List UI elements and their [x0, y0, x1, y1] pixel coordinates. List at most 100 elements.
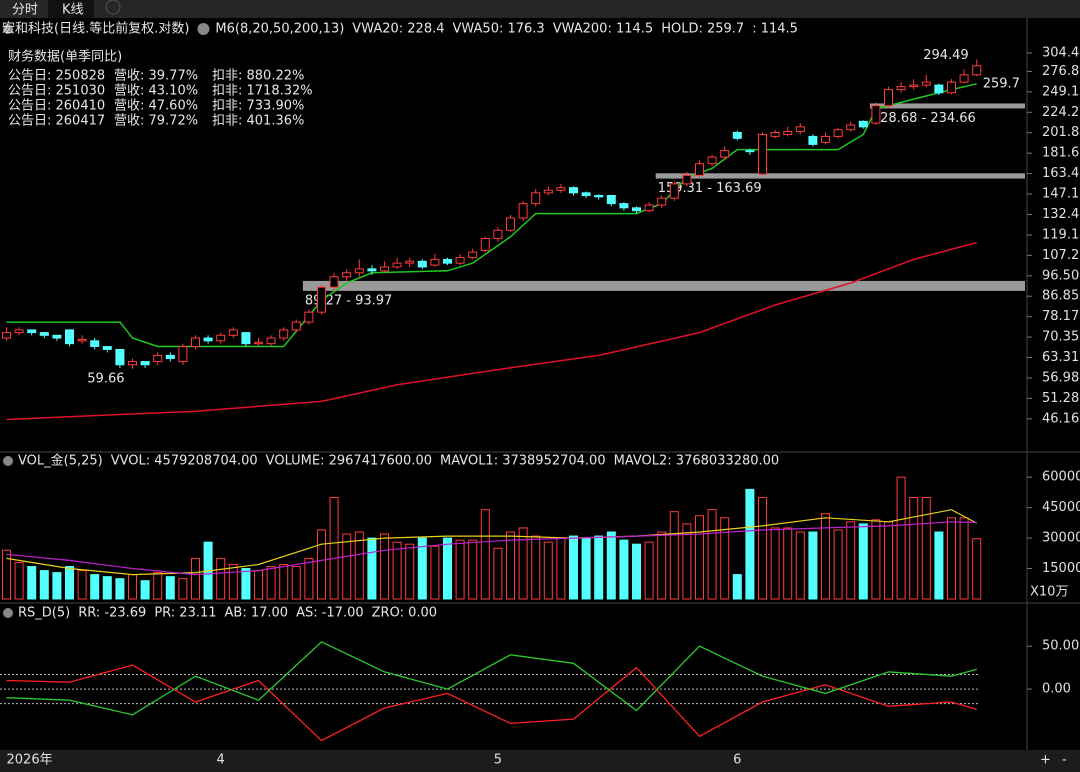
- volume-bar: [934, 531, 944, 600]
- volume-bar: [543, 541, 553, 600]
- y-tick-label: 181.6: [1042, 146, 1079, 161]
- candle-body: [216, 334, 226, 342]
- volume-bar: [972, 538, 982, 600]
- zoom-in[interactable]: +: [1040, 753, 1051, 768]
- volume-bar: [2, 549, 11, 600]
- candle-body: [644, 204, 654, 212]
- candle-body: [657, 197, 667, 206]
- candle-body: [833, 129, 843, 137]
- zoom-out[interactable]: -: [1062, 753, 1067, 768]
- candle-body: [115, 348, 125, 366]
- candle-body: [518, 203, 528, 219]
- candle-body: [632, 207, 641, 212]
- y-tick-label: 163.4: [1042, 166, 1079, 181]
- annotation: 294.49: [923, 48, 969, 63]
- tab-bar: [0, 0, 1080, 18]
- candle-body: [884, 89, 893, 107]
- candle-body: [52, 334, 62, 339]
- finance-cell: 公告日: 260410: [8, 99, 105, 114]
- candle-body: [254, 341, 263, 345]
- volume-bar: [720, 517, 730, 600]
- candle-body: [392, 262, 402, 268]
- y-tick-label: 249.1: [1042, 84, 1079, 99]
- volume-bar: [291, 566, 301, 600]
- candle-body: [291, 321, 301, 331]
- indicator-label: RR: -23.69: [78, 606, 146, 621]
- indicator-label: AB: 17.00: [225, 606, 289, 621]
- date-bar: [0, 750, 1080, 772]
- tab[interactable]: 分时: [12, 3, 38, 18]
- volume-bar: [279, 563, 289, 600]
- pane-dropdown: [3, 456, 13, 466]
- zone-label: 159.31 - 163.69: [658, 181, 762, 196]
- indicator-label: MAVOL1: 3738952704.00: [440, 454, 606, 469]
- tab[interactable]: K线: [62, 3, 84, 18]
- volume-bar: [153, 572, 163, 600]
- y-tick-label: 56.98: [1042, 370, 1079, 385]
- y-tick-label: 201.8: [1042, 125, 1079, 140]
- volume-bar: [594, 535, 604, 600]
- volume-bar: [228, 563, 238, 600]
- candle-body: [594, 194, 604, 198]
- candle-body: [354, 268, 364, 274]
- candle-body: [770, 132, 780, 137]
- y-tick-label: 132.4: [1042, 207, 1079, 222]
- volume-bar: [921, 496, 931, 600]
- candle-body: [14, 329, 24, 334]
- indicator-label: MAVOL2: 3768033280.00: [614, 454, 780, 469]
- y-tick-label: 96.50: [1042, 268, 1079, 283]
- volume-bar: [405, 543, 415, 600]
- volume-bar: [770, 527, 780, 600]
- candle-body: [858, 120, 868, 128]
- volume-bar: [821, 513, 830, 600]
- volume-bar: [140, 580, 150, 600]
- finance-title: 财务数据(单季同比): [8, 49, 122, 65]
- volume-bar: [493, 547, 503, 600]
- volume-bar: [657, 531, 667, 600]
- volume-bar: [468, 539, 478, 600]
- candle-body: [732, 132, 742, 139]
- x-tick-label: 4: [217, 753, 225, 768]
- candle-body: [921, 81, 931, 86]
- volume-bar: [216, 557, 226, 600]
- volume-bar: [39, 570, 49, 600]
- candle-body: [795, 126, 805, 133]
- candle-body: [909, 84, 919, 88]
- volume-bar: [896, 476, 906, 600]
- candle-body: [140, 361, 150, 366]
- volume-bar: [354, 531, 364, 600]
- finance-cell: 营收: 79.72%: [114, 114, 198, 129]
- volume-bar: [27, 566, 37, 600]
- candle-body: [569, 187, 578, 194]
- volume-bar: [380, 533, 389, 600]
- candle-body: [417, 260, 427, 268]
- candle-body: [380, 266, 389, 272]
- volume-bar: [556, 537, 566, 600]
- history-icon[interactable]: [105, 0, 121, 15]
- rs-line: [6, 641, 977, 716]
- volume-bar: [115, 578, 125, 600]
- candle-body: [279, 329, 289, 339]
- support-zone: [655, 173, 1025, 179]
- y-tick-label: 0.00: [1042, 682, 1071, 697]
- volume-bar: [959, 517, 969, 600]
- volume-bar: [858, 523, 868, 600]
- unit-label: X10万: [1030, 585, 1068, 600]
- volume-bar: [455, 539, 465, 600]
- y-tick-label: 63.31: [1042, 350, 1079, 365]
- candle-body: [342, 272, 352, 278]
- volume-bar: [909, 496, 919, 600]
- volume-bar: [732, 574, 742, 600]
- volume-bar: [531, 535, 541, 600]
- candle-body: [480, 237, 490, 251]
- volume-bar: [191, 557, 200, 600]
- candle-body: [241, 332, 251, 345]
- y-tick-label: 276.8: [1042, 64, 1079, 79]
- finance-cell: 扣非: 733.90%: [212, 99, 304, 114]
- pane-title: 宏和科技(日线.等比前复权.对数): [2, 21, 189, 37]
- finance-cell: 扣非: 880.22%: [212, 69, 304, 84]
- pane-title: RS_D(5): [18, 606, 70, 621]
- finance-cell: 公告日: 250828: [8, 69, 105, 84]
- candle-body: [947, 81, 956, 94]
